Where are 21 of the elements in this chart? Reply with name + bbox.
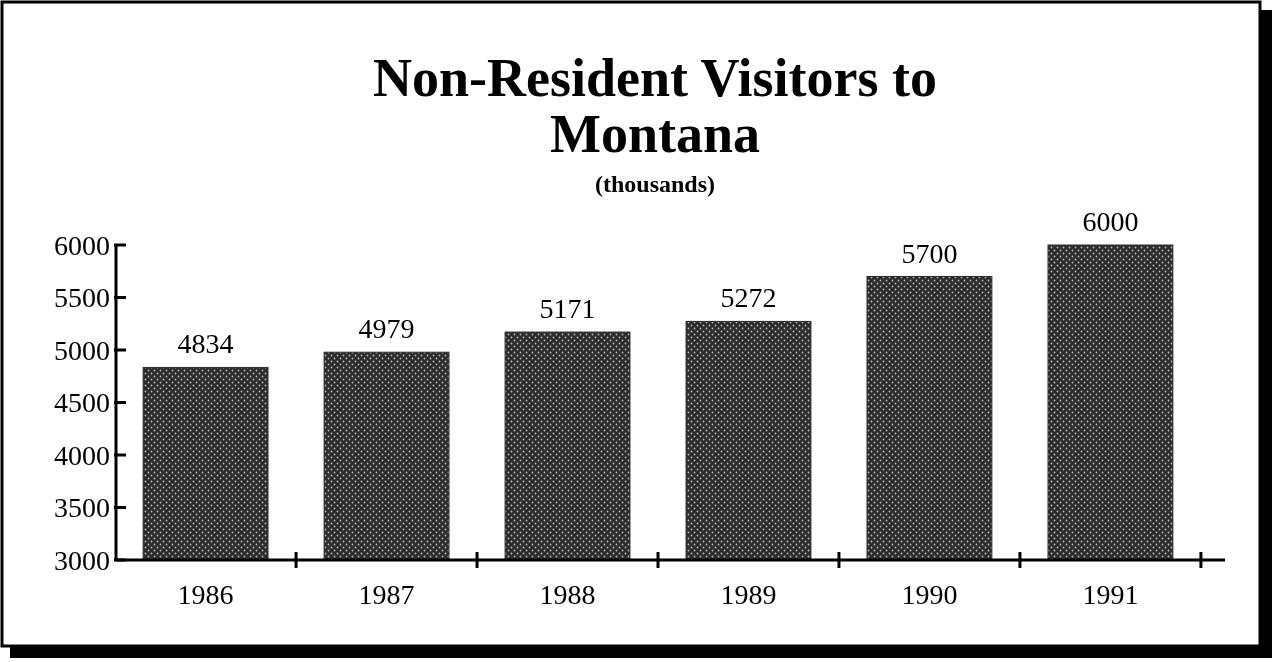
chart-title: Non-Resident Visitors to Montana: [373, 48, 937, 164]
y-tick-label: 5500: [54, 282, 110, 314]
y-tick-label: 3000: [54, 544, 110, 576]
data-label: 5272: [720, 282, 777, 314]
data-label: 5171: [539, 293, 596, 325]
x-tick-label: 1986: [177, 579, 234, 610]
x-tick-label: 1989: [720, 579, 777, 610]
x-tick-label: 1988: [539, 579, 596, 610]
y-tick-label: 4500: [54, 387, 110, 419]
y-tick-label: 4000: [54, 439, 110, 471]
y-tick-label: 6000: [54, 229, 110, 261]
y-tick-label: 3500: [54, 492, 110, 524]
y-tick-label: 5000: [54, 334, 110, 366]
x-tick-label: 1991: [1082, 579, 1139, 610]
data-label: 4979: [358, 313, 415, 345]
chart-subtitle: (thousands): [594, 171, 716, 197]
data-label: 6000: [1082, 206, 1139, 237]
x-tick-label: 1990: [901, 579, 958, 610]
data-label: 4834: [177, 328, 234, 360]
data-label: 5700: [901, 237, 958, 269]
x-tick-label: 1987: [358, 579, 415, 610]
